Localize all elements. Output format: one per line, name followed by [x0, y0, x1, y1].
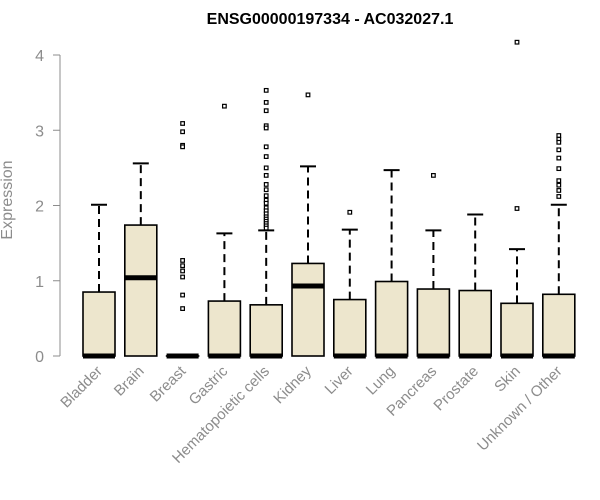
outlier-point — [556, 188, 562, 193]
box-hematopoietic-cells — [249, 87, 283, 359]
outlier-point — [263, 154, 269, 159]
outlier-point — [263, 173, 269, 178]
box-body — [207, 300, 242, 357]
outlier-point — [180, 144, 186, 150]
outlier-point — [556, 147, 562, 153]
box-body — [124, 224, 158, 357]
outlier-point — [556, 139, 562, 145]
outlier-point — [263, 100, 269, 105]
outlier-point — [347, 209, 353, 215]
y-axis: 0 1 2 3 4 — [35, 48, 61, 366]
outlier-point — [514, 206, 520, 211]
box-body — [82, 291, 116, 357]
box-kidney — [291, 92, 325, 357]
outlier-point — [180, 292, 186, 298]
box-lung — [374, 169, 409, 359]
outlier-point — [263, 225, 269, 231]
box-skin — [500, 39, 534, 359]
y-tick-label: 2 — [35, 199, 44, 216]
box-body — [374, 280, 409, 357]
outlier-point — [556, 155, 562, 161]
x-tick-label: Skin — [491, 363, 524, 396]
x-tick-label: Lung — [363, 363, 399, 399]
outlier-point — [431, 173, 436, 178]
y-tick-label: 3 — [35, 123, 44, 140]
outlier-point — [263, 144, 269, 150]
outlier-point — [556, 133, 562, 138]
box-pancreas — [416, 173, 451, 359]
y-axis-label: Expression — [0, 160, 16, 239]
outlier-point — [556, 178, 562, 184]
x-tick-label: Liver — [322, 363, 357, 398]
outlier-point — [263, 193, 269, 199]
outlier-point — [556, 194, 562, 199]
outlier-point — [180, 258, 186, 263]
x-tick-label: Bladder — [57, 363, 106, 412]
outlier-point — [222, 103, 227, 109]
x-tick-label: Prostate — [430, 363, 482, 415]
outlier-point — [180, 274, 186, 280]
box-body — [291, 262, 325, 357]
box-brain — [124, 162, 158, 357]
outlier-point — [180, 263, 186, 269]
x-tick-label: Kidney — [270, 362, 315, 407]
outlier-point — [180, 129, 186, 135]
box-body — [249, 304, 283, 357]
box-unknown-other — [541, 133, 576, 359]
outlier-point — [263, 165, 269, 171]
outlier-point — [263, 108, 269, 114]
box-body — [332, 298, 367, 357]
y-tick-label: 0 — [35, 349, 44, 366]
x-tick-label: Brain — [111, 363, 148, 400]
box-bladder — [82, 203, 116, 359]
outlier-point — [180, 268, 186, 274]
outlier-point — [263, 200, 269, 206]
outlier-point — [180, 121, 186, 126]
chart-title: ENSG00000197334 - AC032027.1 — [207, 11, 454, 28]
outlier-point — [305, 92, 311, 98]
box-prostate — [458, 213, 493, 359]
box-breast — [165, 121, 200, 359]
y-tick-label: 4 — [35, 48, 44, 65]
box-body — [500, 302, 534, 357]
outlier-point — [556, 182, 562, 188]
y-tick-label: 1 — [35, 274, 44, 291]
outlier-point — [514, 39, 520, 45]
outlier-point — [263, 182, 269, 187]
outlier-point — [263, 125, 269, 131]
box-body — [416, 288, 451, 357]
box-gastric — [207, 103, 242, 359]
boxplot-series — [82, 39, 576, 359]
outlier-point — [263, 187, 269, 193]
x-tick-label: Breast — [147, 362, 190, 405]
outlier-point — [263, 87, 269, 93]
outlier-point — [556, 166, 562, 172]
box-body — [541, 293, 576, 357]
box-body — [458, 289, 493, 357]
box-liver — [332, 209, 367, 359]
outlier-point — [180, 306, 186, 311]
